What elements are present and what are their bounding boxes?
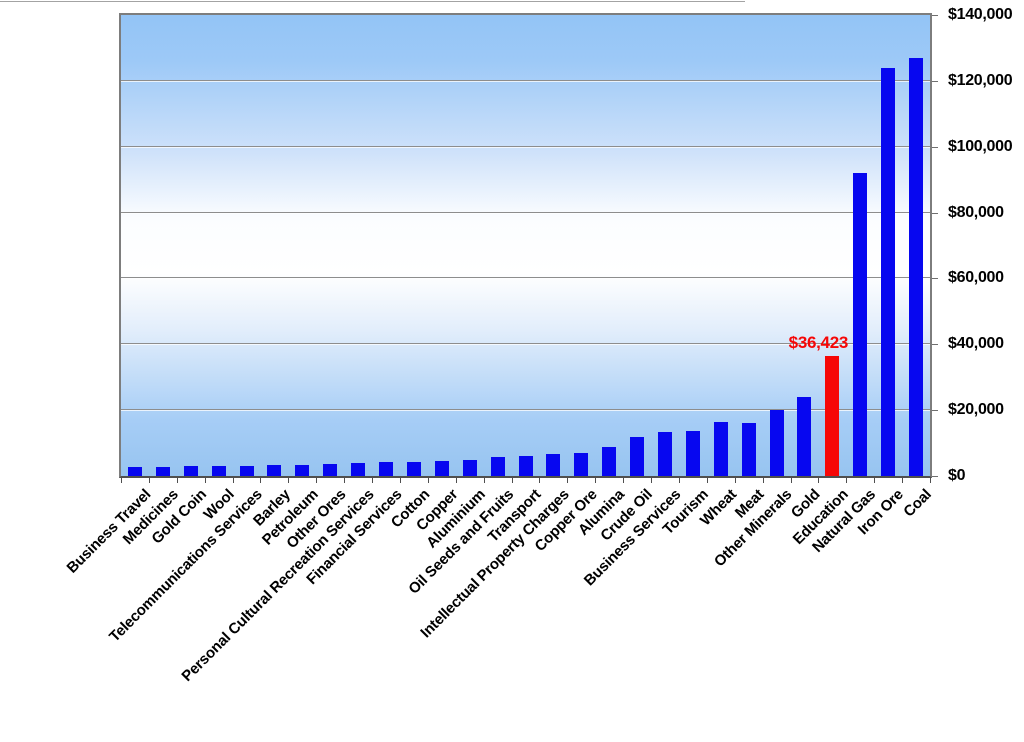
- y-axis-label-100000: $100,000: [948, 137, 1013, 155]
- bar-transport: [518, 456, 533, 476]
- y-axis-label-120000: $120,000: [948, 71, 1013, 89]
- x-axis-tick: [707, 478, 708, 483]
- x-axis-tick: [846, 478, 847, 483]
- x-axis-tick: [651, 478, 652, 483]
- bar-wheat: [713, 422, 728, 476]
- highlight-value-label: $36,423: [788, 333, 849, 353]
- gridline-40000: [121, 343, 930, 346]
- bar-other-minerals: [769, 410, 784, 476]
- gridlines-layer: [121, 15, 930, 476]
- bar-business-services: [657, 432, 672, 476]
- x-axis-tick: [567, 478, 568, 483]
- x-axis-tick: [791, 478, 792, 483]
- bar-petroleum: [295, 465, 310, 476]
- bar-medicines: [155, 467, 170, 476]
- plot-area: $36,423: [119, 13, 932, 478]
- y-axis-label-80000: $80,000: [948, 203, 1004, 221]
- bar-gold: [797, 397, 812, 476]
- y-axis-tick: [932, 213, 938, 214]
- gridline-20000: [121, 409, 930, 412]
- bar-copper-ore: [574, 453, 589, 476]
- x-axis-tick: [595, 478, 596, 483]
- y-axis-label-60000: $60,000: [948, 269, 1004, 287]
- screenshot-edge-line: [0, 1, 745, 2]
- y-axis-label-20000: $20,000: [948, 401, 1004, 419]
- x-axis-tick: [874, 478, 875, 483]
- y-axis-tick: [932, 344, 938, 345]
- y-axis-tick: [932, 81, 938, 82]
- bar-barley: [267, 465, 282, 476]
- bar-cotton: [406, 462, 421, 476]
- y-axis-label-140000: $140,000: [948, 6, 1013, 23]
- x-axis-tick: [763, 478, 764, 483]
- x-axis-tick: [205, 478, 206, 483]
- bar-wool: [211, 466, 226, 476]
- x-axis-tick: [679, 478, 680, 483]
- bar-education: [825, 356, 840, 476]
- x-axis-tick: [428, 478, 429, 483]
- x-axis-tick: [177, 478, 178, 483]
- x-axis-tick: [372, 478, 373, 483]
- bar-alumina: [602, 447, 617, 476]
- y-axis-tick: [932, 15, 938, 16]
- x-axis-tick: [623, 478, 624, 483]
- bar-gold-coin: [183, 466, 198, 476]
- x-axis-tick: [316, 478, 317, 483]
- bar-copper: [434, 461, 449, 476]
- bar-intellectual-property-charges: [546, 454, 561, 476]
- gridline-60000: [121, 277, 930, 280]
- gridline-120000: [121, 79, 930, 82]
- y-axis-tick: [932, 278, 938, 279]
- x-axis-tick: [902, 478, 903, 483]
- x-axis-tick: [735, 478, 736, 483]
- bar-oil-seeds-and-fruits: [490, 457, 505, 476]
- bar-coal: [909, 58, 924, 476]
- x-axis-tick: [818, 478, 819, 483]
- bar-crude-oil: [630, 437, 645, 476]
- x-axis-tick: [930, 478, 931, 483]
- bar-aluminium: [462, 460, 477, 476]
- y-axis-tick: [932, 410, 938, 411]
- x-axis-tick: [539, 478, 540, 483]
- gridline-80000: [121, 211, 930, 214]
- x-axis-tick: [288, 478, 289, 483]
- bar-financial-services: [379, 462, 394, 476]
- bar-meat: [741, 423, 756, 476]
- x-axis-tick: [344, 478, 345, 483]
- gridline-100000: [121, 145, 930, 148]
- bar-personal-cultural-recreation-services: [351, 463, 366, 476]
- x-axis-tick: [512, 478, 513, 483]
- x-axis-label-coal: Coal: [900, 486, 936, 521]
- bar-natural-gas: [853, 173, 868, 476]
- bar-other-ores: [323, 464, 338, 476]
- y-axis-label-40000: $40,000: [948, 335, 1004, 353]
- x-axis-tick: [260, 478, 261, 483]
- y-axis-label-0: $0: [948, 467, 966, 484]
- x-axis-tick: [149, 478, 150, 483]
- x-axis-tick: [456, 478, 457, 483]
- bars-layer: [121, 15, 930, 476]
- y-axis-tick: [932, 147, 938, 148]
- x-axis-tick: [233, 478, 234, 483]
- bar-business-travel: [127, 467, 142, 476]
- x-axis-tick: [400, 478, 401, 483]
- x-axis-tick: [484, 478, 485, 483]
- x-axis-tick: [121, 478, 122, 483]
- y-axis-tick: [932, 476, 938, 477]
- bar-telecommunications-services: [239, 466, 254, 476]
- bar-tourism: [685, 431, 700, 476]
- bar-iron-ore: [881, 68, 896, 476]
